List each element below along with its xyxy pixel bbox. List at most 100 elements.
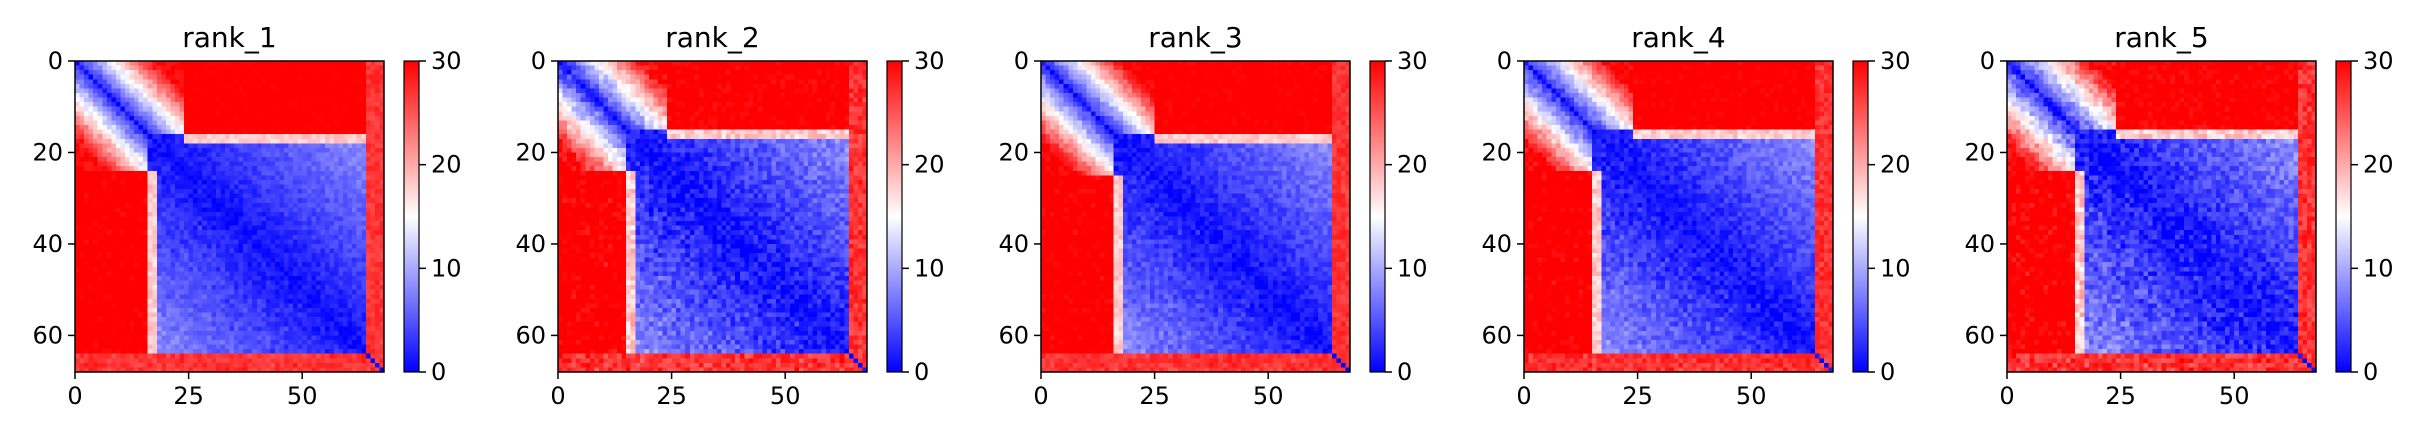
heatmap-cell <box>329 211 335 218</box>
heatmap-cell <box>297 257 303 263</box>
heatmap-cell <box>184 221 190 227</box>
heatmap-cell <box>857 61 864 67</box>
heatmap-cell <box>243 266 249 272</box>
heatmap-cell <box>338 294 344 300</box>
heatmap-cell <box>243 307 249 314</box>
heatmap-cell <box>370 152 376 158</box>
heatmap-cell <box>274 330 281 337</box>
heatmap-cell <box>365 157 371 163</box>
heatmap-cell <box>361 143 367 149</box>
heatmap-cell <box>152 79 158 85</box>
heatmap-cell <box>293 129 299 135</box>
heatmap-cell <box>352 298 358 304</box>
heatmap-cell <box>129 221 135 227</box>
heatmap-cell <box>188 129 194 135</box>
heatmap-cell <box>270 70 276 76</box>
heatmap-cell <box>206 157 212 163</box>
heatmap-cell <box>306 280 312 286</box>
heatmap-cell <box>215 161 222 167</box>
heatmap-cell <box>338 234 344 240</box>
heatmap-cell <box>115 152 122 158</box>
heatmap-cell <box>184 138 190 144</box>
heatmap-cell <box>261 120 267 126</box>
heatmap-cell <box>129 280 135 286</box>
heatmap-cell <box>247 257 253 263</box>
heatmap-cell <box>220 253 226 259</box>
heatmap-cell <box>694 79 700 85</box>
heatmap-cell <box>84 125 90 131</box>
heatmap-cell <box>252 189 258 195</box>
heatmap-cell <box>361 83 367 90</box>
heatmap-cell <box>188 362 194 369</box>
heatmap-cell <box>238 294 244 300</box>
heatmap-cell <box>379 102 385 108</box>
heatmap-cell <box>771 70 777 76</box>
heatmap-cell <box>202 65 208 71</box>
heatmap-cell <box>115 312 122 318</box>
heatmap-cell <box>211 326 217 332</box>
heatmap-cell <box>184 202 190 208</box>
heatmap-cell <box>152 307 158 314</box>
heatmap-cell <box>224 120 231 126</box>
heatmap-cell <box>102 152 108 158</box>
heatmap-cell <box>648 79 655 85</box>
heatmap-cell <box>252 152 258 158</box>
heatmap-cell <box>224 161 231 167</box>
heatmap-cell <box>329 234 335 240</box>
heatmap-cell <box>238 106 244 112</box>
heatmap-cell <box>356 125 362 131</box>
heatmap-cell <box>247 175 253 181</box>
heatmap-cell <box>288 353 294 359</box>
heatmap-cell <box>334 280 340 286</box>
heatmap-cell <box>343 344 349 350</box>
heatmap-cell <box>206 321 212 327</box>
heatmap-cell <box>134 339 140 346</box>
heatmap-cell <box>220 161 226 167</box>
heatmap-cell <box>102 79 108 85</box>
heatmap-cell <box>798 65 804 71</box>
heatmap-cell <box>75 134 81 140</box>
heatmap-cell <box>75 321 81 327</box>
heatmap-cell <box>102 106 108 112</box>
heatmap-cell <box>174 70 181 76</box>
heatmap-cell <box>352 285 358 291</box>
heatmap-cell <box>111 189 117 195</box>
heatmap-cell <box>329 83 335 90</box>
heatmap-cell <box>297 344 303 350</box>
heatmap-cell <box>170 106 176 112</box>
heatmap-cell <box>97 280 103 286</box>
heatmap-cell <box>102 330 108 337</box>
heatmap-cell <box>352 216 358 222</box>
heatmap-cell <box>297 74 303 80</box>
heatmap-cell <box>79 221 85 227</box>
heatmap-cell <box>329 253 335 259</box>
heatmap-cell <box>179 138 185 144</box>
heatmap-cell <box>279 83 285 90</box>
heatmap-cell <box>324 344 331 350</box>
heatmap-cell <box>247 198 253 204</box>
heatmap-cell <box>152 83 158 90</box>
heatmap-cell <box>252 280 258 286</box>
heatmap-cell <box>197 97 203 103</box>
heatmap-cell <box>370 111 376 117</box>
heatmap-cell <box>120 266 126 272</box>
heatmap-cell <box>124 147 131 154</box>
heatmap-cell <box>106 138 112 144</box>
heatmap-cell <box>315 243 321 250</box>
heatmap-cell <box>261 166 267 172</box>
heatmap-cell <box>839 61 845 67</box>
heatmap-cell <box>115 349 122 355</box>
heatmap-cell <box>79 239 85 245</box>
heatmap-cell <box>315 88 321 94</box>
heatmap-cell <box>111 93 117 99</box>
heatmap-cell <box>252 367 258 373</box>
heatmap-cell <box>88 125 94 131</box>
heatmap-cell <box>243 289 249 295</box>
heatmap-cell <box>274 157 281 163</box>
heatmap-cell <box>229 353 235 359</box>
heatmap-cell <box>220 294 226 300</box>
heatmap-cell <box>193 111 199 117</box>
heatmap-cell <box>256 125 262 131</box>
heatmap-cell <box>329 161 335 167</box>
heatmap-cell <box>224 243 231 250</box>
